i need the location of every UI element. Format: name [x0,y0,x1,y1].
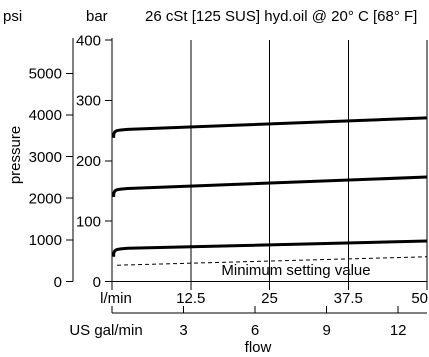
gal-tick-label: 12 [390,322,407,339]
x-axis-label: flow [245,339,272,356]
psi-tick-label: 4000 [29,107,62,124]
bar-tick-label: 400 [76,32,101,49]
gal-tick-label: 3 [179,322,187,339]
psi-tick-label: 5000 [29,66,62,83]
bar-tick-label: 300 [76,93,101,110]
pressure-curve [112,239,428,257]
x-axis-unit-label: l/min [100,290,132,307]
bar-tick-label: 100 [76,213,101,230]
psi-tick-label: 2000 [29,190,62,207]
x-tick-label: 12.5 [176,290,205,307]
min-setting-annotation: Minimum setting value [221,262,370,279]
x-tick-label: 25 [261,290,278,307]
gal-axis-unit-label: US gal/min [69,322,142,339]
psi-tick-label: 1000 [29,232,62,249]
grid-layer [190,40,428,290]
x-tick-label: 37.5 [334,290,363,307]
y-axis-label: pressure [7,126,24,184]
bar-axis-unit-label: bar [86,8,108,25]
tick-label-layer: 12.5 25 37.5 500100200300400010002000300040… [29,32,428,339]
pressure-curve [112,175,428,198]
series-layer [112,116,428,266]
pressure-curve [112,116,428,138]
psi-tick-label: 0 [54,274,62,291]
bar-tick-label: 0 [93,274,101,291]
gal-tick-label: 6 [251,322,259,339]
axes-layer [66,38,427,314]
gal-tick-label: 9 [322,322,330,339]
bar-tick-label: 200 [76,153,101,170]
min-setting-line [117,256,428,266]
x-tick-label: 50 [411,290,428,307]
psi-axis-unit-label: psi [3,8,22,25]
psi-tick-label: 3000 [29,149,62,166]
chart-title: 26 cSt [125 SUS] hyd.oil @ 20° C [68° F] [145,8,417,25]
